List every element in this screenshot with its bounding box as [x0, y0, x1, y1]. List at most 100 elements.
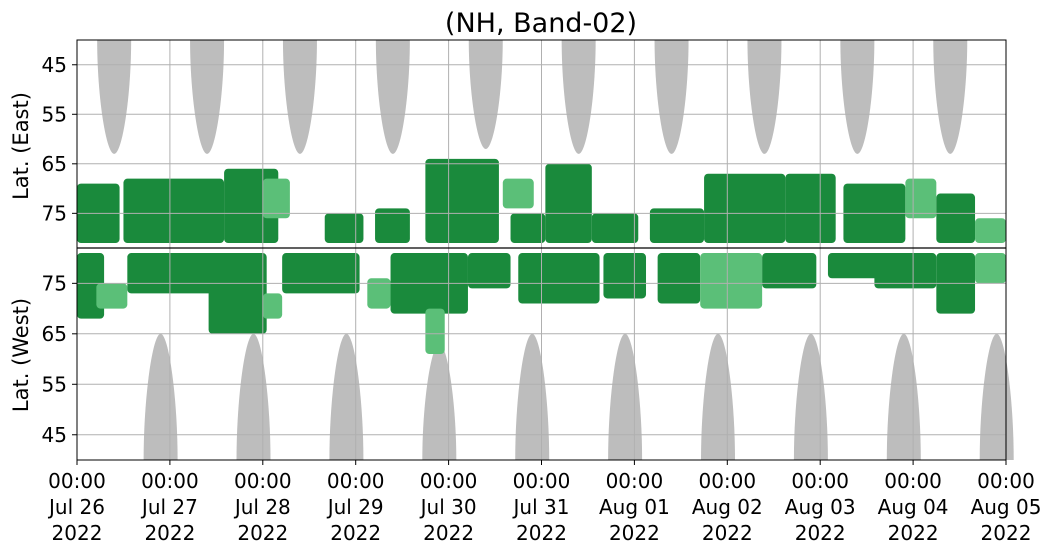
no-data-region [979, 333, 1014, 460]
no-data-region [747, 40, 782, 154]
activity-region-east [704, 173, 786, 244]
activity-region-west [262, 293, 283, 319]
activity-region-west [700, 253, 763, 309]
y-axis-label-lower: Lat. (West) [9, 298, 33, 412]
x-tick-label: 2022 [330, 521, 381, 545]
x-tick-label: 2022 [237, 521, 288, 545]
activity-region-east [649, 208, 705, 244]
activity-region-east [425, 158, 499, 244]
x-tick-label: Aug 05 [971, 495, 1042, 519]
x-tick-label: 2022 [609, 521, 660, 545]
x-tick-label: 00:00 [977, 469, 1035, 493]
activity-region-east [375, 208, 410, 244]
activity-region-west [874, 253, 937, 289]
no-data-region [236, 333, 271, 460]
no-data-region [143, 333, 178, 460]
activity-region-east [936, 193, 976, 244]
no-data-region [329, 333, 364, 460]
no-data-region [886, 333, 921, 460]
no-data-region [793, 333, 828, 460]
activity-region-east [545, 163, 592, 244]
activity-region-east [510, 213, 546, 244]
no-data-region [375, 40, 410, 154]
x-tick-label: 2022 [888, 521, 939, 545]
x-tick-label: Jul 29 [326, 495, 384, 519]
x-tick-label: 2022 [795, 521, 846, 545]
x-tick-label: 2022 [144, 521, 195, 545]
activity-region-east [591, 213, 639, 244]
x-tick-label: 00:00 [606, 469, 664, 493]
x-tick-label: Jul 31 [512, 495, 570, 519]
y-tick-label: 55 [42, 372, 67, 396]
x-tick-label: 00:00 [327, 469, 385, 493]
activity-region-west [975, 253, 1006, 284]
x-tick-label: 2022 [702, 521, 753, 545]
activity-region-west [762, 253, 817, 289]
no-data-region [190, 40, 225, 154]
activity-region-east [262, 178, 290, 219]
no-data-region [422, 343, 457, 460]
activity-region-west [425, 308, 445, 354]
y-axis-upper: 45 55 65 75 [42, 53, 77, 225]
no-data-regions [97, 40, 1014, 460]
y-tick-label: 45 [42, 423, 67, 447]
x-tick-label: 00:00 [698, 469, 756, 493]
x-tick-label: 00:00 [420, 469, 478, 493]
activity-region-west [827, 253, 883, 279]
no-data-region [701, 333, 736, 460]
y-tick-label: 75 [42, 271, 67, 295]
x-tick-label: 00:00 [48, 469, 106, 493]
activity-region-west [282, 253, 360, 294]
x-tick-label: Aug 02 [692, 495, 763, 519]
activity-region-west [96, 283, 128, 309]
activity-region-east [785, 173, 836, 244]
activity-region-west [603, 253, 647, 299]
y-tick-label: 45 [42, 53, 67, 77]
activity-region-east [975, 218, 1006, 244]
activity-region-west [208, 253, 267, 334]
no-data-region [608, 333, 643, 460]
x-tick-label: 2022 [516, 521, 567, 545]
x-tick-label: 00:00 [141, 469, 199, 493]
x-tick-label: 00:00 [234, 469, 292, 493]
x-tick-label: Aug 03 [785, 495, 856, 519]
chart-title: (NH, Band-02) [445, 8, 637, 39]
activity-region-west [518, 253, 600, 304]
x-tick-label: 00:00 [884, 469, 942, 493]
x-tick-label: Jul 27 [140, 495, 198, 519]
y-tick-label: 55 [42, 102, 67, 126]
no-data-region [468, 40, 503, 149]
activity-region-east [123, 178, 225, 244]
y-axis-lower: 75 65 55 45 [42, 271, 77, 447]
activity-region-west [367, 278, 391, 309]
activity-region-east [905, 178, 937, 219]
x-tick-label: Aug 01 [599, 495, 670, 519]
grid-lines [76, 40, 1007, 460]
no-data-region [282, 40, 317, 154]
y-tick-label: 65 [42, 322, 67, 346]
x-tick-label: Jul 30 [419, 495, 477, 519]
x-tick-label: 00:00 [791, 469, 849, 493]
y-tick-label: 65 [42, 152, 67, 176]
no-data-region [97, 40, 132, 154]
y-tick-label: 75 [42, 201, 67, 225]
no-data-region [933, 40, 968, 154]
y-axis-label-upper: Lat. (East) [9, 92, 33, 200]
plot-area [76, 39, 1014, 461]
no-data-region [561, 40, 596, 154]
x-tick-label: 00:00 [513, 469, 571, 493]
x-tick-label: Aug 04 [878, 495, 949, 519]
activity-region-east [502, 178, 534, 209]
no-data-region [840, 40, 875, 154]
no-data-region [515, 333, 550, 460]
x-tick-label: 2022 [981, 521, 1032, 545]
activity-region-west [467, 253, 511, 289]
x-tick-label: Jul 26 [47, 495, 105, 519]
x-tick-label: 2022 [423, 521, 474, 545]
no-data-region [654, 40, 689, 154]
activity-region-east [324, 213, 364, 244]
activity-region-west [657, 253, 701, 304]
x-tick-label: Jul 28 [233, 495, 291, 519]
